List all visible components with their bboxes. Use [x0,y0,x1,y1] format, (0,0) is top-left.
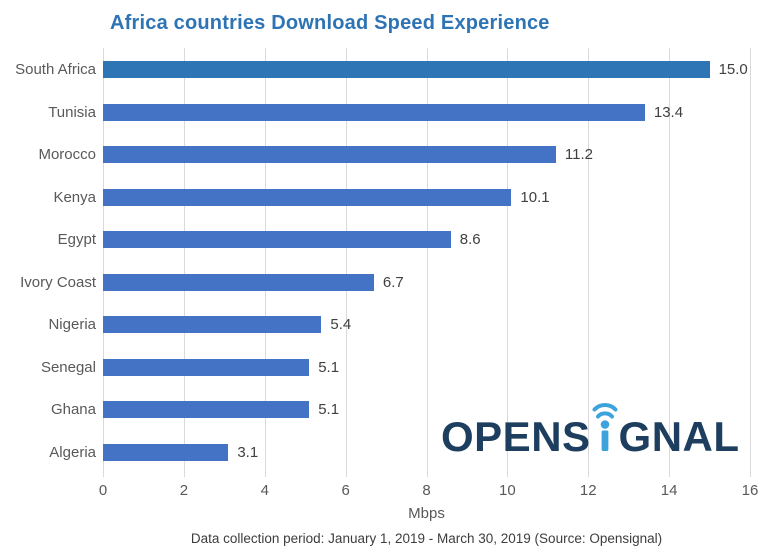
category-label: Ghana [50,401,96,418]
category-label: Algeria [49,443,96,461]
value-label: 6.7 [382,273,404,291]
gridline [750,48,751,477]
gridline [345,48,347,477]
gridline [183,48,185,477]
bar-row: Morocco 11.2 [38,133,750,176]
bar [103,146,556,163]
x-tick-label: 6 [341,482,350,499]
value-label: 15.0 [718,61,748,78]
category-label: Morocco [38,146,96,163]
bar-row: Kenya 10.1 [53,176,750,219]
value-label: 10.1 [520,188,550,206]
x-axis: 0 2 4 6 8 10 12 14 16 [99,482,759,502]
bar [103,443,229,461]
value-label: 5.4 [330,316,352,333]
category-label: Kenya [53,188,96,206]
bar [103,231,451,248]
x-tick-label: 14 [660,482,678,499]
bar-row: South Africa 15.0 [15,48,750,91]
bar-row: Ivory Coast 6.7 [20,261,750,304]
value-label: 8.6 [459,231,481,248]
x-tick-label: 12 [579,482,597,499]
bar-row: Tunisia 13.4 [48,91,750,134]
value-label: 11.2 [564,146,593,163]
logo-text-gnal: GNAL [618,413,740,460]
x-tick-label: 4 [260,482,269,499]
x-tick-label: 10 [499,482,516,499]
bar [103,103,645,121]
gridline [426,48,428,477]
bar-row: Algeria 3.1 [49,431,750,474]
x-tick-label: 16 [741,482,759,499]
category-label: Tunisia [48,103,96,121]
chart-title: Africa countries Download Speed Experien… [110,12,550,34]
x-axis-title: Mbps [408,505,445,522]
gridline [103,48,104,477]
gridline [507,48,509,477]
category-label: Nigeria [48,316,96,333]
category-label: Ivory Coast [20,273,96,291]
value-label: 3.1 [237,443,259,461]
x-tick-label: 2 [179,482,189,499]
value-label: 5.1 [318,401,340,418]
value-label: 5.1 [318,358,340,376]
bar [103,316,322,333]
wifi-signal-i-icon [592,403,618,451]
logo-text-opens: OPENS [441,413,591,460]
bar-row: Senegal 5.1 [41,346,750,389]
source-caption: Data collection period: January 1, 2019 … [190,531,663,546]
opensignal-logo: OPENS GNAL [441,399,740,469]
bar [103,273,374,291]
gridline [264,48,266,477]
category-label: South Africa [15,61,96,78]
gridline [588,48,590,477]
category-label: Egypt [57,231,96,248]
bar-row: Ghana 5.1 [51,388,750,431]
bar [103,61,710,78]
value-label: 13.4 [653,103,684,121]
plot-area: South Africa 15.0 Tunisia 13.4 Morocco 11.2 Ke… [15,48,758,522]
gridline [669,48,671,477]
bar [103,401,310,418]
category-label: Senegal [40,358,96,376]
bar [103,358,310,376]
x-tick-label: 0 [98,482,108,499]
x-tick-label: 8 [422,482,431,499]
bar [103,188,512,206]
bar-row: Nigeria 5.4 [48,303,750,346]
bar-row: Egypt 8.6 [58,218,750,261]
